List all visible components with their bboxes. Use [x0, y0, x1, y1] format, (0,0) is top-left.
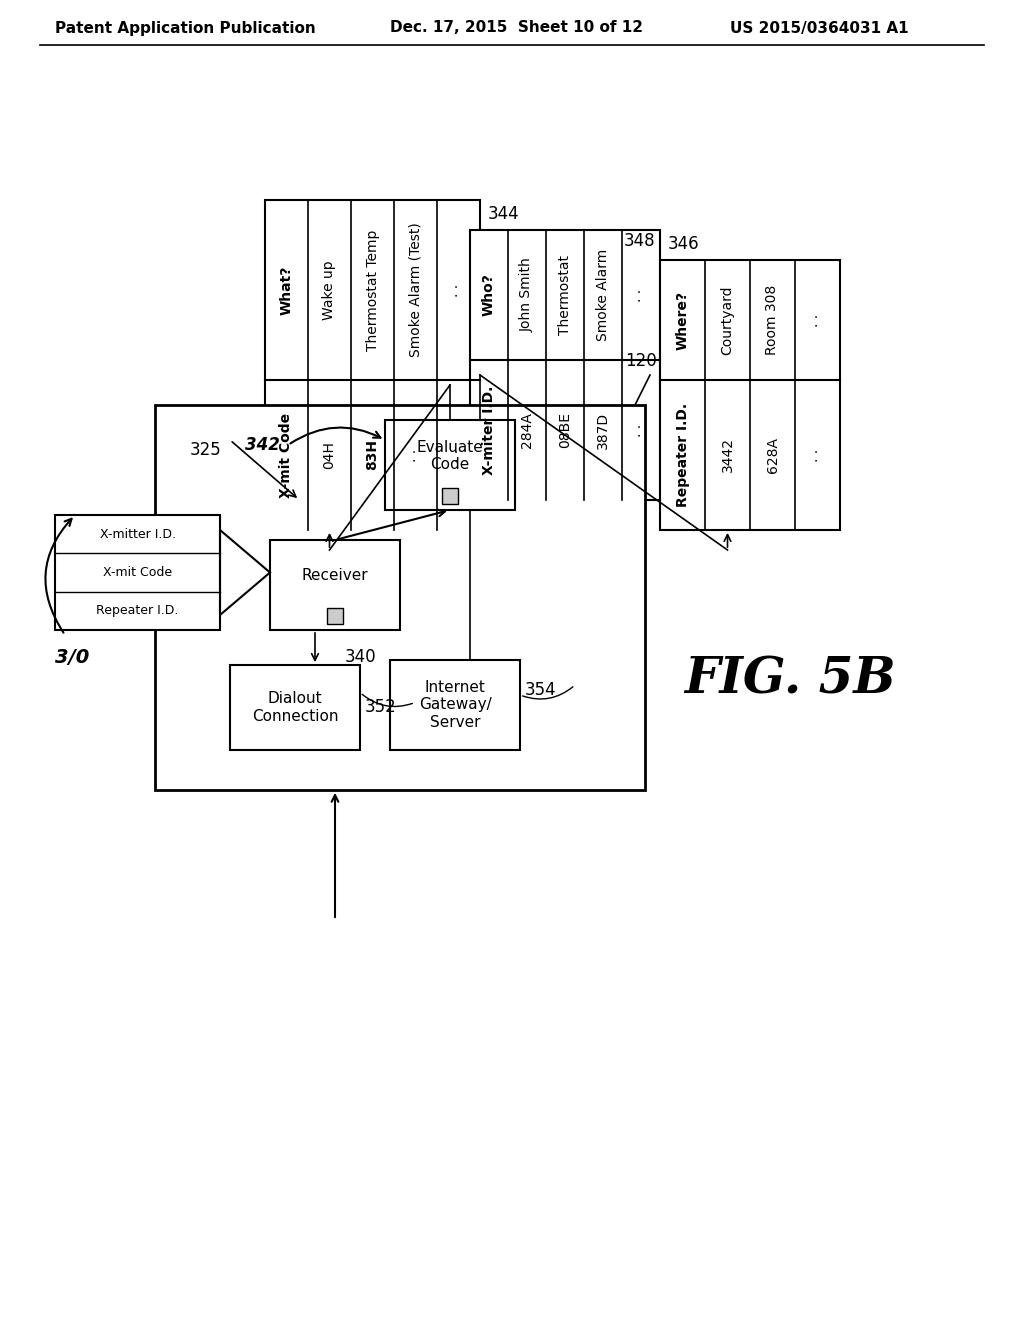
Text: Evaluate
Code: Evaluate Code: [417, 440, 483, 473]
Text: 346: 346: [668, 235, 699, 253]
Text: · ·: · ·: [452, 284, 466, 297]
Text: Room 308: Room 308: [766, 285, 779, 355]
Text: Who?: Who?: [482, 273, 496, 317]
Text: · ·: · ·: [634, 289, 648, 301]
Text: Internet
Gateway/
Server: Internet Gateway/ Server: [419, 680, 492, 730]
FancyBboxPatch shape: [470, 230, 660, 500]
FancyBboxPatch shape: [230, 665, 360, 750]
Text: Thermostat Temp: Thermostat Temp: [366, 230, 380, 351]
FancyBboxPatch shape: [155, 405, 645, 789]
Text: · ·: · ·: [634, 424, 648, 437]
Text: 325: 325: [190, 441, 222, 459]
Text: Where?: Where?: [676, 290, 689, 350]
Text: 352: 352: [365, 698, 396, 717]
Text: Repeater I.D.: Repeater I.D.: [676, 403, 689, 507]
FancyBboxPatch shape: [55, 515, 220, 630]
Text: 354: 354: [525, 681, 557, 700]
Text: 340: 340: [345, 648, 377, 667]
Text: 83H: 83H: [366, 440, 380, 470]
Text: Wake up: Wake up: [323, 260, 337, 319]
Text: John Smith: John Smith: [520, 257, 534, 333]
Text: Thermostat: Thermostat: [558, 255, 572, 335]
FancyBboxPatch shape: [385, 420, 515, 510]
Text: 120: 120: [625, 352, 656, 370]
Text: What?: What?: [280, 265, 294, 314]
Text: 3442: 3442: [721, 437, 734, 473]
Text: Patent Application Publication: Patent Application Publication: [55, 21, 315, 36]
Text: 628A: 628A: [766, 437, 779, 473]
Text: Smoke Alarm: Smoke Alarm: [596, 249, 610, 341]
FancyBboxPatch shape: [270, 540, 400, 630]
Text: US 2015/0364031 A1: US 2015/0364031 A1: [730, 21, 908, 36]
Text: 04H: 04H: [323, 441, 337, 469]
Text: Receiver: Receiver: [302, 569, 369, 583]
Text: X-mit Code: X-mit Code: [280, 412, 294, 498]
Text: · ·: · ·: [409, 449, 423, 462]
Text: Dialout
Connection: Dialout Connection: [252, 692, 338, 723]
Text: 284A: 284A: [520, 412, 534, 447]
Text: 344: 344: [488, 205, 519, 223]
Text: X-mit Code: X-mit Code: [103, 566, 172, 579]
Text: Smoke Alarm (Test): Smoke Alarm (Test): [409, 223, 423, 358]
FancyBboxPatch shape: [442, 488, 458, 504]
FancyBboxPatch shape: [660, 260, 840, 531]
Text: Dec. 17, 2015  Sheet 10 of 12: Dec. 17, 2015 Sheet 10 of 12: [390, 21, 643, 36]
Text: 342: 342: [245, 436, 280, 454]
Text: FIG. 5B: FIG. 5B: [684, 656, 896, 705]
Text: 348: 348: [624, 232, 655, 249]
Text: · ·: · ·: [452, 449, 466, 462]
Text: X-miter I.D.: X-miter I.D.: [482, 385, 496, 475]
FancyBboxPatch shape: [390, 660, 520, 750]
Text: Repeater I.D.: Repeater I.D.: [96, 605, 178, 618]
FancyBboxPatch shape: [265, 201, 480, 531]
Text: 387D: 387D: [596, 412, 610, 449]
Text: 08BE: 08BE: [558, 412, 572, 447]
Text: · ·: · ·: [811, 313, 824, 326]
Text: 3/0: 3/0: [55, 648, 89, 667]
FancyBboxPatch shape: [327, 609, 343, 624]
Text: · ·: · ·: [811, 449, 824, 462]
Text: X-mitter I.D.: X-mitter I.D.: [99, 528, 175, 541]
Text: Courtyard: Courtyard: [721, 285, 734, 355]
